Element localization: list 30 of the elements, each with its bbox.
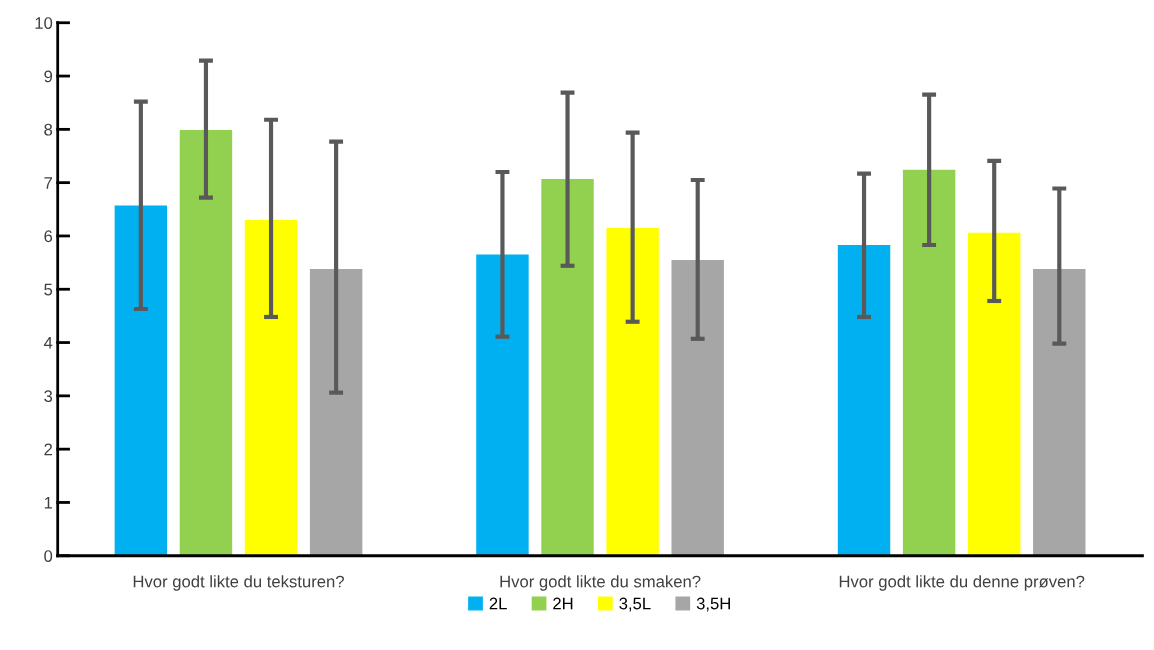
bar bbox=[244, 219, 298, 556]
y-tick-label: 4 bbox=[43, 337, 53, 349]
y-tick-label: 10 bbox=[35, 17, 53, 29]
y-tick-label: 2 bbox=[44, 443, 52, 456]
y-tick-label: 7 bbox=[44, 177, 52, 189]
x-tick-label: Hvor godt likte du smaken? bbox=[500, 575, 701, 591]
y-tick-label: 1 bbox=[44, 497, 53, 509]
bar bbox=[541, 178, 594, 556]
bar bbox=[837, 245, 891, 556]
legend-label: 2H bbox=[553, 597, 573, 610]
x-tick-label: Hvor godt likte du denne prøven? bbox=[839, 575, 1085, 591]
bar bbox=[114, 205, 168, 556]
y-tick-label: 3 bbox=[44, 390, 53, 403]
y-tick-label: 8 bbox=[44, 123, 53, 136]
bar bbox=[179, 129, 233, 556]
bar bbox=[606, 227, 659, 556]
legend-label: 3,5L bbox=[619, 597, 651, 612]
bar bbox=[902, 169, 956, 556]
bar bbox=[309, 269, 363, 556]
y-tick-label: 9 bbox=[44, 70, 53, 83]
bar bbox=[476, 254, 529, 556]
bar bbox=[967, 232, 1021, 556]
y-tick-label: 6 bbox=[44, 230, 53, 243]
bar bbox=[1033, 269, 1086, 556]
bar bbox=[671, 259, 724, 556]
y-tick-label: 5 bbox=[44, 283, 53, 296]
legend-label: 2L bbox=[489, 597, 507, 610]
legend-label: 3,5H bbox=[696, 597, 730, 612]
x-tick-label: Hvor godt likte du teksturen? bbox=[133, 575, 344, 591]
y-tick-label: 0 bbox=[44, 550, 53, 562]
